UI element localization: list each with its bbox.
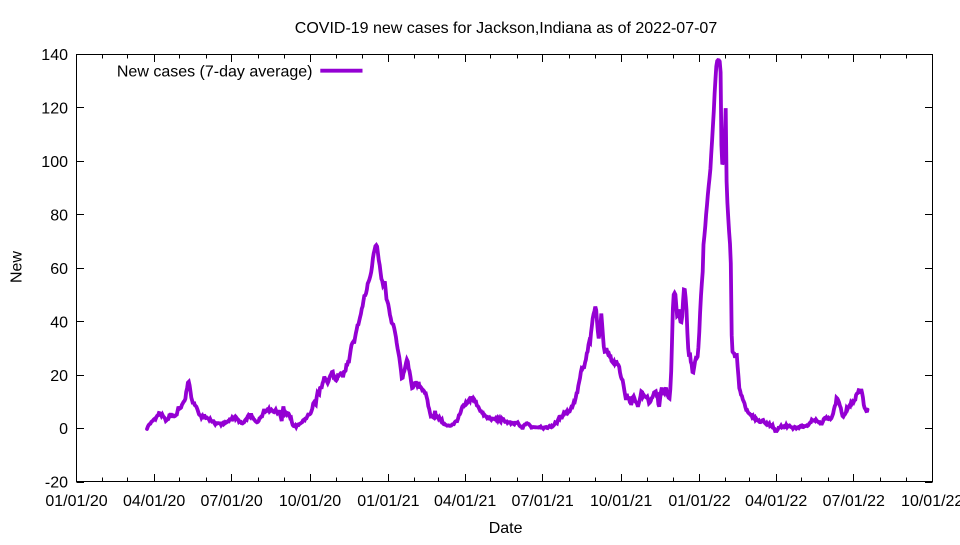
svg-text:40: 40 xyxy=(50,314,68,331)
svg-text:07/01/21: 07/01/21 xyxy=(512,493,574,510)
svg-text:07/01/22: 07/01/22 xyxy=(823,493,885,510)
svg-text:New cases (7-day average): New cases (7-day average) xyxy=(117,63,313,80)
svg-text:Date: Date xyxy=(489,520,523,537)
svg-text:10/01/21: 10/01/21 xyxy=(590,493,652,510)
svg-text:120: 120 xyxy=(41,101,68,118)
svg-text:New: New xyxy=(9,251,26,283)
svg-text:-20: -20 xyxy=(45,475,68,492)
svg-text:80: 80 xyxy=(50,208,68,225)
svg-text:04/01/20: 04/01/20 xyxy=(123,493,185,510)
svg-text:140: 140 xyxy=(41,47,68,64)
svg-text:60: 60 xyxy=(50,261,68,278)
svg-text:10/01/20: 10/01/20 xyxy=(279,493,341,510)
svg-text:20: 20 xyxy=(50,368,68,385)
svg-text:01/01/22: 01/01/22 xyxy=(668,493,730,510)
svg-text:07/01/20: 07/01/20 xyxy=(200,493,262,510)
svg-text:04/01/22: 04/01/22 xyxy=(745,493,807,510)
svg-text:100: 100 xyxy=(41,154,68,171)
svg-text:COVID-19 new cases for Jackson: COVID-19 new cases for Jackson,Indiana a… xyxy=(295,20,718,37)
svg-text:04/01/21: 04/01/21 xyxy=(434,493,496,510)
svg-text:01/01/21: 01/01/21 xyxy=(357,493,419,510)
svg-text:01/01/20: 01/01/20 xyxy=(45,493,107,510)
svg-text:10/01/22: 10/01/22 xyxy=(901,493,960,510)
svg-text:0: 0 xyxy=(59,421,68,438)
